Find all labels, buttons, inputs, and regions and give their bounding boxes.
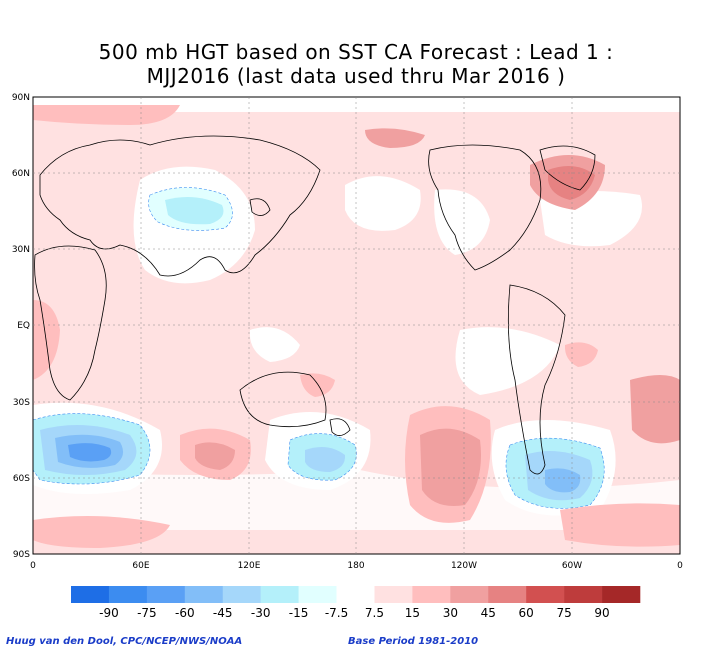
lon-label-120w: 120W <box>451 561 477 571</box>
colorbar-label: -30 <box>251 606 271 620</box>
polar-white-band <box>33 97 680 112</box>
colorbar-swatch <box>374 586 413 603</box>
colorbar-label: 60 <box>519 606 534 620</box>
colorbar-swatch <box>602 586 641 603</box>
colorbar-label: -15 <box>289 606 309 620</box>
colorbar-label: -45 <box>213 606 233 620</box>
colorbar-label: -75 <box>137 606 157 620</box>
anomaly-field <box>33 97 680 554</box>
lat-label-90n: 90N <box>12 93 30 103</box>
colorbar-swatch <box>412 586 451 603</box>
lon-label-60w: 60W <box>562 561 582 571</box>
lat-label-60s: 60S <box>13 474 30 484</box>
colorbar-swatch <box>336 586 375 603</box>
pos-region-antarctic-1 <box>33 516 170 548</box>
coastline-australia <box>239 371 327 428</box>
map-frame <box>32 96 681 555</box>
map-title-line2: MJJ2016 (last data used thru Mar 2016 ) <box>146 64 566 88</box>
colorbar-label: 15 <box>405 606 420 620</box>
pos-region-spacific-2 <box>420 428 481 506</box>
coastline-eurasia <box>39 135 321 277</box>
pos-region-samerica <box>564 342 598 367</box>
map-title-line1: 500 mb HGT based on SST CA Forecast : Le… <box>98 40 614 64</box>
credit-text: Huug van den Dool, CPC/NCEP/NWS/NOAA <box>6 636 243 647</box>
white-region-npacific <box>345 176 421 231</box>
colorbar-label: 90 <box>594 606 609 620</box>
colorbar-swatch <box>71 586 110 603</box>
colorbar-label: 30 <box>443 606 458 620</box>
white-region-indonesia <box>249 327 300 362</box>
colorbar-swatch <box>526 586 565 603</box>
lon-label-0-left: 0 <box>30 561 36 571</box>
coastline-new-zealand <box>329 418 351 436</box>
colorbar-label: 75 <box>556 606 571 620</box>
pos-region-antarctic-2 <box>560 503 680 547</box>
colorbar-swatch <box>564 586 603 603</box>
colorbar-swatch <box>184 586 224 603</box>
coastline-africa <box>34 245 107 401</box>
colorbar-swatch <box>260 586 299 603</box>
coastline-japan <box>249 198 271 216</box>
coastline-north-america <box>428 144 542 271</box>
lat-label-eq: EQ <box>17 321 30 331</box>
lon-label-60e: 60E <box>132 561 149 571</box>
colorbar-swatch <box>488 586 527 603</box>
pos-region-arctic-1 <box>33 105 180 125</box>
lat-label-30s: 30S <box>13 398 30 408</box>
colorbar-label: 7.5 <box>365 606 384 620</box>
neg-region-drake-3 <box>545 468 581 493</box>
base-period-text: Base Period 1981-2010 <box>348 636 479 647</box>
colorbar-swatch <box>108 586 148 603</box>
colorbar-label: -7.5 <box>325 606 348 620</box>
colorbar-label: -60 <box>175 606 195 620</box>
colorbar-swatch <box>298 586 337 603</box>
pos-region-greenland-2 <box>548 166 595 200</box>
lat-label-60n: 60N <box>12 169 30 179</box>
map-gridlines <box>33 97 680 554</box>
neg-region-asia-inner <box>165 196 224 225</box>
colorbar-swatch <box>146 586 186 603</box>
pos-region-coral-sea <box>300 373 335 397</box>
coastlines <box>34 135 596 475</box>
lon-label-180: 180 <box>347 561 364 571</box>
lon-label-120e: 120E <box>238 561 261 571</box>
colorbar-label: 45 <box>481 606 496 620</box>
pos-region-atlantic-eq <box>33 300 60 380</box>
white-band-south <box>33 470 680 530</box>
white-region-westna <box>434 189 490 255</box>
colorbar-swatch <box>450 586 489 603</box>
colorbar-swatch <box>222 586 261 603</box>
neg-region-sindian-4 <box>68 443 112 462</box>
colorbar: -90 -75 -60 -45 -30 -15 -7.5 7.5 15 30 45 60 75 90 <box>71 586 641 620</box>
colorbar-label: -90 <box>99 606 119 620</box>
pos-region-arctic-2 <box>365 128 425 148</box>
pos-region-satlantic <box>630 375 680 444</box>
lat-label-30n: 30N <box>12 245 30 255</box>
pos-region-sindian-east-2 <box>195 442 235 470</box>
coastline-south-america <box>507 284 566 475</box>
neg-region-tasman-2 <box>305 446 346 472</box>
coastline-greenland <box>539 145 596 191</box>
white-region-spacific <box>455 327 560 395</box>
lon-label-0-right: 0 <box>677 561 683 571</box>
lat-label-90s: 90S <box>13 550 30 560</box>
